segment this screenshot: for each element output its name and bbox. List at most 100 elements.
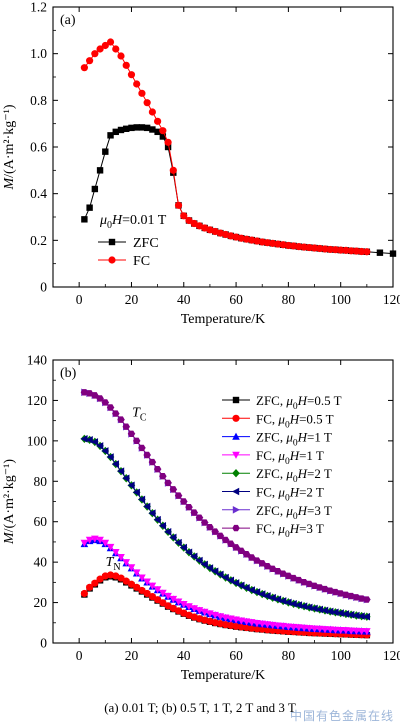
b-series-6-point — [96, 442, 104, 450]
b-series-2-point — [143, 589, 151, 598]
b-series-8-point — [180, 498, 188, 505]
b-series-4-point — [352, 627, 361, 635]
b-legend-marker — [232, 432, 240, 440]
b-series-6-point — [106, 453, 114, 461]
figure-caption: (a) 0.01 T; (b) 0.5 T, 1 T, 2 T and 3 T — [104, 700, 296, 715]
b-series-6-point — [226, 576, 235, 585]
b-series-2-point — [159, 599, 167, 607]
b-series-8-point — [80, 389, 89, 396]
a-fc-point — [86, 57, 94, 65]
b-series-8-point — [185, 503, 193, 511]
a-fc-point — [352, 247, 360, 255]
b-series-8-point — [200, 519, 209, 526]
a-x-tick-label: 60 — [229, 292, 243, 307]
b-series-4-point — [295, 624, 303, 632]
b-series-6-point — [341, 610, 350, 618]
a-panel-label: (a) — [60, 13, 76, 28]
b-series-8 — [80, 389, 371, 603]
b-series-6-point — [336, 609, 344, 617]
b-series-2-point — [122, 577, 130, 585]
b-legend-marker — [232, 487, 240, 496]
b-series-8-point — [258, 560, 266, 567]
b-series-6-point — [90, 438, 99, 446]
b-series-8-point — [106, 404, 115, 411]
b-series-8-point — [216, 532, 225, 540]
b-series-2-point — [91, 579, 99, 587]
b-series-4-point — [101, 539, 110, 547]
a-fc-point — [154, 117, 162, 125]
b-series-4-point — [242, 618, 251, 626]
b-series-4-point — [258, 620, 267, 628]
b-legend-marker — [232, 506, 240, 514]
a-fc-point — [258, 238, 266, 246]
b-series-6-point — [284, 598, 292, 607]
b-series-4-point — [169, 595, 178, 604]
a-zfc-point — [133, 124, 140, 131]
a-zfc-point — [154, 128, 161, 136]
a-zfc-point — [159, 133, 167, 140]
b-series-6-point — [169, 533, 177, 542]
b-series-6-point — [247, 586, 255, 594]
b-series-6-point — [143, 502, 151, 511]
b-y-tick-label: 40 — [34, 555, 48, 570]
b-series-4-point — [185, 603, 193, 611]
a-fc-point — [96, 45, 104, 53]
b-series-4-point — [347, 627, 355, 635]
b-x-tick-label: 20 — [125, 648, 139, 663]
a-zfc-point — [86, 204, 93, 211]
b-legend-label: ZFC, μ0H=0.5 T — [256, 393, 342, 412]
b-series-8-point — [138, 444, 146, 452]
a-fc-point — [316, 244, 324, 253]
a-fc-point — [358, 247, 366, 256]
b-series-8-point — [132, 437, 141, 445]
b-series-2-point — [148, 593, 156, 601]
b-series-6-point — [205, 564, 214, 572]
b-series-6-point — [127, 481, 135, 490]
b-series-2-point — [80, 589, 88, 598]
b-series-6-point — [122, 474, 130, 483]
a-fc-point — [106, 38, 115, 46]
a-zfc-point — [138, 124, 146, 131]
a-zfc-point — [112, 128, 119, 136]
b-series-6-point — [326, 607, 334, 616]
a-zfc-point — [91, 185, 99, 193]
b-x-tick-label: 40 — [177, 648, 191, 663]
a-fc-point — [159, 127, 167, 135]
b-series-4-point — [279, 622, 287, 631]
a-y-tick-label: 0.2 — [30, 233, 47, 248]
b-series-8-point — [248, 554, 256, 561]
b-series-4-point — [326, 626, 335, 634]
a-zfc-point — [123, 125, 130, 132]
a-zfc-point — [81, 216, 88, 223]
a-fc-point — [300, 243, 308, 251]
a-fc-point — [122, 61, 130, 69]
b-series-6-point — [185, 548, 193, 557]
b-series-4-point — [143, 578, 151, 586]
b-series-8-point — [237, 547, 246, 555]
b-series-4-point — [159, 589, 167, 597]
b-y-tick-label: 20 — [34, 595, 48, 610]
a-fc-point — [185, 216, 193, 225]
b-legend-label: ZFC, μ0H=2 T — [256, 466, 332, 485]
b-series-4-point — [164, 592, 172, 601]
b-series-4-point — [363, 628, 371, 636]
b-series-4-point — [153, 586, 162, 594]
a-zfc-point — [164, 143, 172, 151]
b-legend-label: FC, μ0H=2 T — [256, 485, 324, 504]
b-legend-label: FC, μ0H=0.5 T — [256, 411, 334, 430]
b-x-tick-label: 60 — [229, 648, 243, 663]
b-series-8-point — [101, 399, 110, 406]
b-series-6-point — [357, 612, 365, 620]
b-series-4-point — [127, 564, 136, 572]
b-series-8-point — [174, 492, 183, 499]
b-series-6-point — [137, 495, 146, 504]
b-series-2-point — [117, 574, 125, 582]
b-series-4-point — [300, 624, 308, 632]
b-series-4-point — [148, 582, 157, 590]
b-y-tick-label: 80 — [34, 474, 48, 489]
a-fc-point — [342, 246, 350, 254]
b-series-6-point — [174, 538, 182, 547]
b-series-6-point — [148, 509, 156, 518]
b-series-8-point — [91, 392, 99, 399]
a-fc-point — [321, 245, 329, 253]
